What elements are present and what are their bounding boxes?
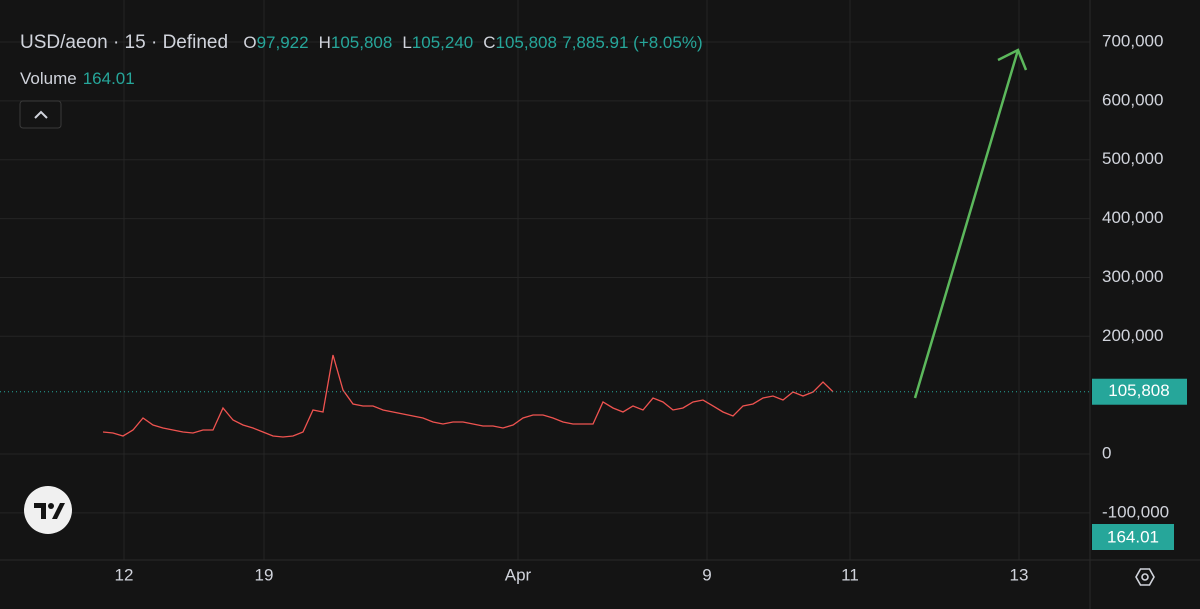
y-tick-label: 300,000 [1102,267,1163,286]
ohlc-key: O [243,33,257,52]
y-tick-label: 700,000 [1102,32,1163,51]
y-tick-label: 0 [1102,443,1111,462]
settings-icon[interactable] [1135,568,1155,586]
ohlc-value: 105,808 [495,33,557,52]
x-tick-label: 12 [115,565,134,584]
change: 7,885.91 (+8.05%) [562,33,703,52]
volume-label: Volume [20,69,77,88]
x-tick-label: 11 [841,565,859,584]
volume-value: 164.01 [82,69,135,88]
price-badge [1092,378,1187,405]
ohlc: O97,922 H105,808 L105,240 C105,808 [233,32,557,53]
volume-badge [1092,524,1174,550]
grid [0,0,1090,560]
arrow-annotation [913,48,1028,399]
logo [24,486,72,534]
ohlc-key: L [402,33,412,52]
ohlc-key: H [318,33,331,52]
y-tick-label: 500,000 [1102,149,1163,168]
x-tick-label: 19 [255,565,274,584]
price-line [102,354,834,438]
ohlc-value: 105,240 [411,33,474,52]
y-tick-label: -100,000 [1102,502,1169,521]
volume-badge-label: 164.01 [1107,527,1159,546]
y-tick-label: 400,000 [1102,208,1163,227]
collapse-icon [34,110,48,119]
legend-header: USD/aeon · 15 · Defined O97,922 H105,808 L… [20,32,703,54]
x-tick-label: 9 [702,565,711,584]
price-badge-label: 105,808 [1108,381,1169,400]
x-tick-label: 13 [1010,565,1029,584]
plot [0,354,1090,438]
ohlc-value: 97,922 [256,33,309,52]
ohlc-value: 105,808 [330,33,393,52]
y-tick-label: 600,000 [1102,90,1163,109]
collapse-button[interactable] [19,100,62,129]
symbol-title: USD/aeon · 15 · Defined [20,32,229,53]
volume-legend: Volume 164.01 [20,69,135,89]
ohlc-key: C [483,33,496,52]
x-tick-label: Apr [505,565,532,584]
y-tick-label: 200,000 [1102,326,1163,345]
